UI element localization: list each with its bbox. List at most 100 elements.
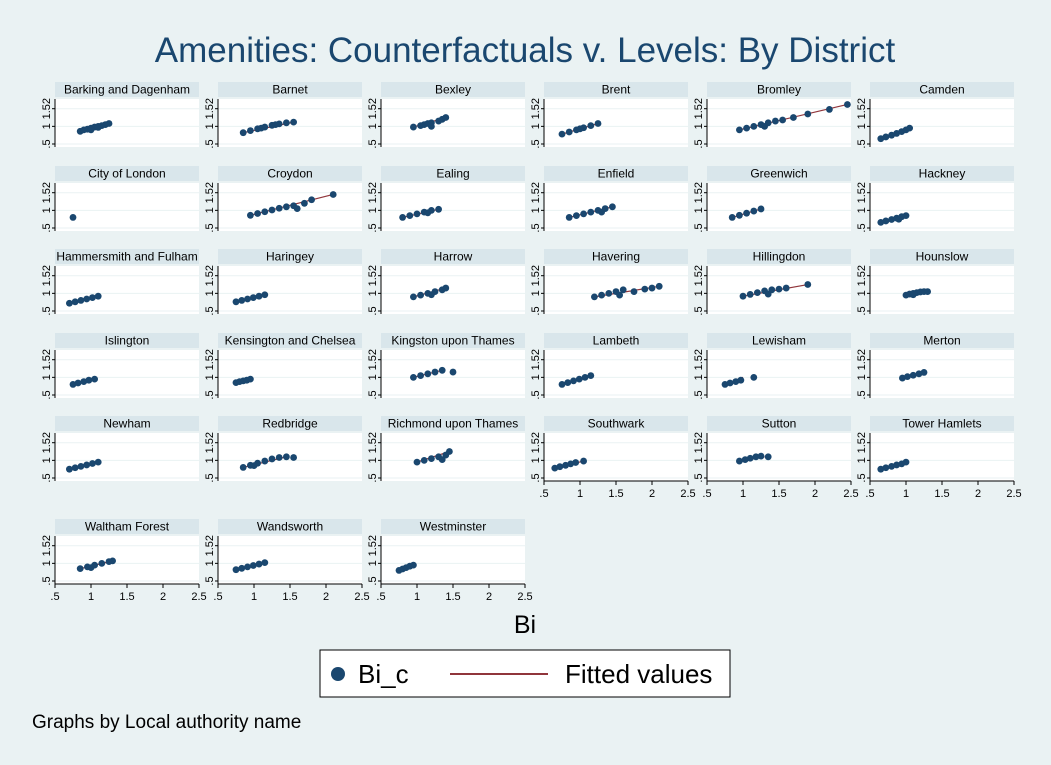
data-point: [249, 562, 257, 569]
panel-lewisham: Lewisham .5 1 1.52: [693, 333, 851, 400]
plot-area: [381, 536, 525, 584]
plot-area: [218, 350, 362, 398]
y-tick-label: 1: [204, 560, 216, 566]
data-point: [902, 458, 910, 466]
x-tick-label: 1.5: [608, 488, 623, 500]
y-tick-label: .5: [367, 576, 379, 585]
panel-wandsworth: Wandsworth.511.52.5 1 1.5 2 2.5: [204, 519, 370, 603]
data-point: [580, 457, 587, 465]
y-tick-label: .5: [693, 390, 705, 399]
plot-area: [218, 266, 362, 314]
panel-title: Islington: [105, 334, 150, 348]
data-point: [904, 373, 911, 381]
y-tick-label: 1.52: [204, 98, 216, 119]
x-tick-label: 2: [160, 591, 166, 603]
y-tick-label: 1: [530, 290, 542, 296]
data-point: [89, 294, 96, 301]
panel-waltham-forest: Waltham Forest.511.52.5 1 1.5 2 2.5: [41, 519, 207, 603]
data-point: [239, 129, 247, 137]
y-tick-label: 1: [41, 123, 53, 129]
x-tick-label: 2: [812, 488, 818, 500]
data-point: [247, 375, 254, 383]
data-point: [109, 557, 116, 565]
y-tick-label: 1: [693, 207, 705, 213]
panel-bexley: Bexley .5 1 1.52: [367, 82, 525, 149]
panel-title: Barnet: [272, 83, 308, 97]
y-tick-label: 1: [204, 374, 216, 380]
y-tick-label: 1: [367, 123, 379, 129]
panel-title: Enfield: [598, 167, 635, 181]
y-tick-label: .5: [41, 306, 53, 315]
data-point: [587, 208, 595, 216]
data-point: [301, 199, 308, 207]
y-tick-label: 1: [693, 374, 705, 380]
data-point: [417, 291, 424, 299]
plot-area: [381, 266, 525, 314]
plot-area: [55, 266, 199, 314]
data-point: [399, 214, 406, 221]
data-point: [69, 214, 77, 221]
panel-kingston-upon-thames: Kingston upon Thames .5 1 1.52: [367, 333, 525, 400]
data-point: [71, 298, 79, 306]
data-point: [293, 205, 301, 212]
panel-title: Redbridge: [262, 417, 318, 431]
data-point: [726, 379, 734, 387]
y-tick-label: .5: [530, 223, 542, 232]
x-tick-label: 2.5: [843, 488, 858, 500]
data-point: [565, 128, 573, 136]
y-tick-label: .5: [367, 473, 379, 482]
data-point: [736, 457, 743, 465]
plot-area: [870, 350, 1014, 398]
data-point: [790, 114, 797, 121]
panel-strip: [870, 166, 1014, 181]
y-tick-label: 1.52: [204, 432, 216, 453]
data-point: [580, 210, 587, 218]
plot-area: [870, 183, 1014, 231]
data-point: [750, 207, 758, 215]
data-point: [255, 560, 263, 568]
panel-title: Haringey: [266, 250, 314, 264]
panel-strip: [218, 166, 362, 181]
panel-title: Brent: [602, 83, 631, 97]
x-tick-label: .5: [213, 591, 222, 603]
data-point: [648, 284, 656, 292]
y-tick-label: .5: [41, 139, 53, 148]
data-point: [442, 284, 450, 292]
plot-area: [218, 536, 362, 584]
data-point: [752, 453, 760, 461]
data-point: [920, 369, 928, 376]
y-tick-label: 1.52: [367, 535, 379, 556]
y-tick-label: 1.52: [204, 349, 216, 370]
y-tick-label: 1.52: [204, 182, 216, 203]
panel-strip: [55, 82, 199, 97]
data-point: [232, 298, 240, 306]
panel-hackney: Hackney .5 1 1.52: [856, 166, 1014, 233]
x-tick-label: 1.5: [771, 488, 786, 500]
y-tick-label: .5: [856, 306, 868, 315]
panel-title: Newham: [103, 417, 150, 431]
data-point: [882, 464, 890, 472]
panel-kensington-and-chelsea: Kensington and Chelsea .5 1 1.52: [204, 333, 362, 400]
plot-area: [55, 433, 199, 481]
data-point: [764, 453, 772, 461]
y-tick-label: 1: [367, 374, 379, 380]
panel-strip: [544, 416, 688, 431]
data-point: [449, 368, 457, 376]
plot-area: [707, 350, 851, 398]
data-point: [85, 376, 93, 384]
panel-camden: Camden .5 1 1.52: [856, 82, 1014, 149]
panel-title: Hammersmith and Fulham: [56, 250, 197, 264]
x-tick-label: 1: [740, 488, 746, 500]
panel-title: Hackney: [919, 167, 966, 181]
y-tick-label: .5: [856, 473, 868, 482]
x-axis-title: Bi: [514, 611, 536, 639]
panel-strip: [381, 166, 525, 181]
panel-hounslow: Hounslow .5 1 1.52: [856, 249, 1014, 316]
panel-title: Tower Hamlets: [902, 417, 981, 431]
data-point: [435, 205, 442, 213]
y-tick-label: 1.52: [856, 432, 868, 453]
data-point: [89, 460, 96, 467]
panel-newham: Newham .5 1 1.52: [41, 416, 199, 483]
data-point: [290, 118, 297, 126]
